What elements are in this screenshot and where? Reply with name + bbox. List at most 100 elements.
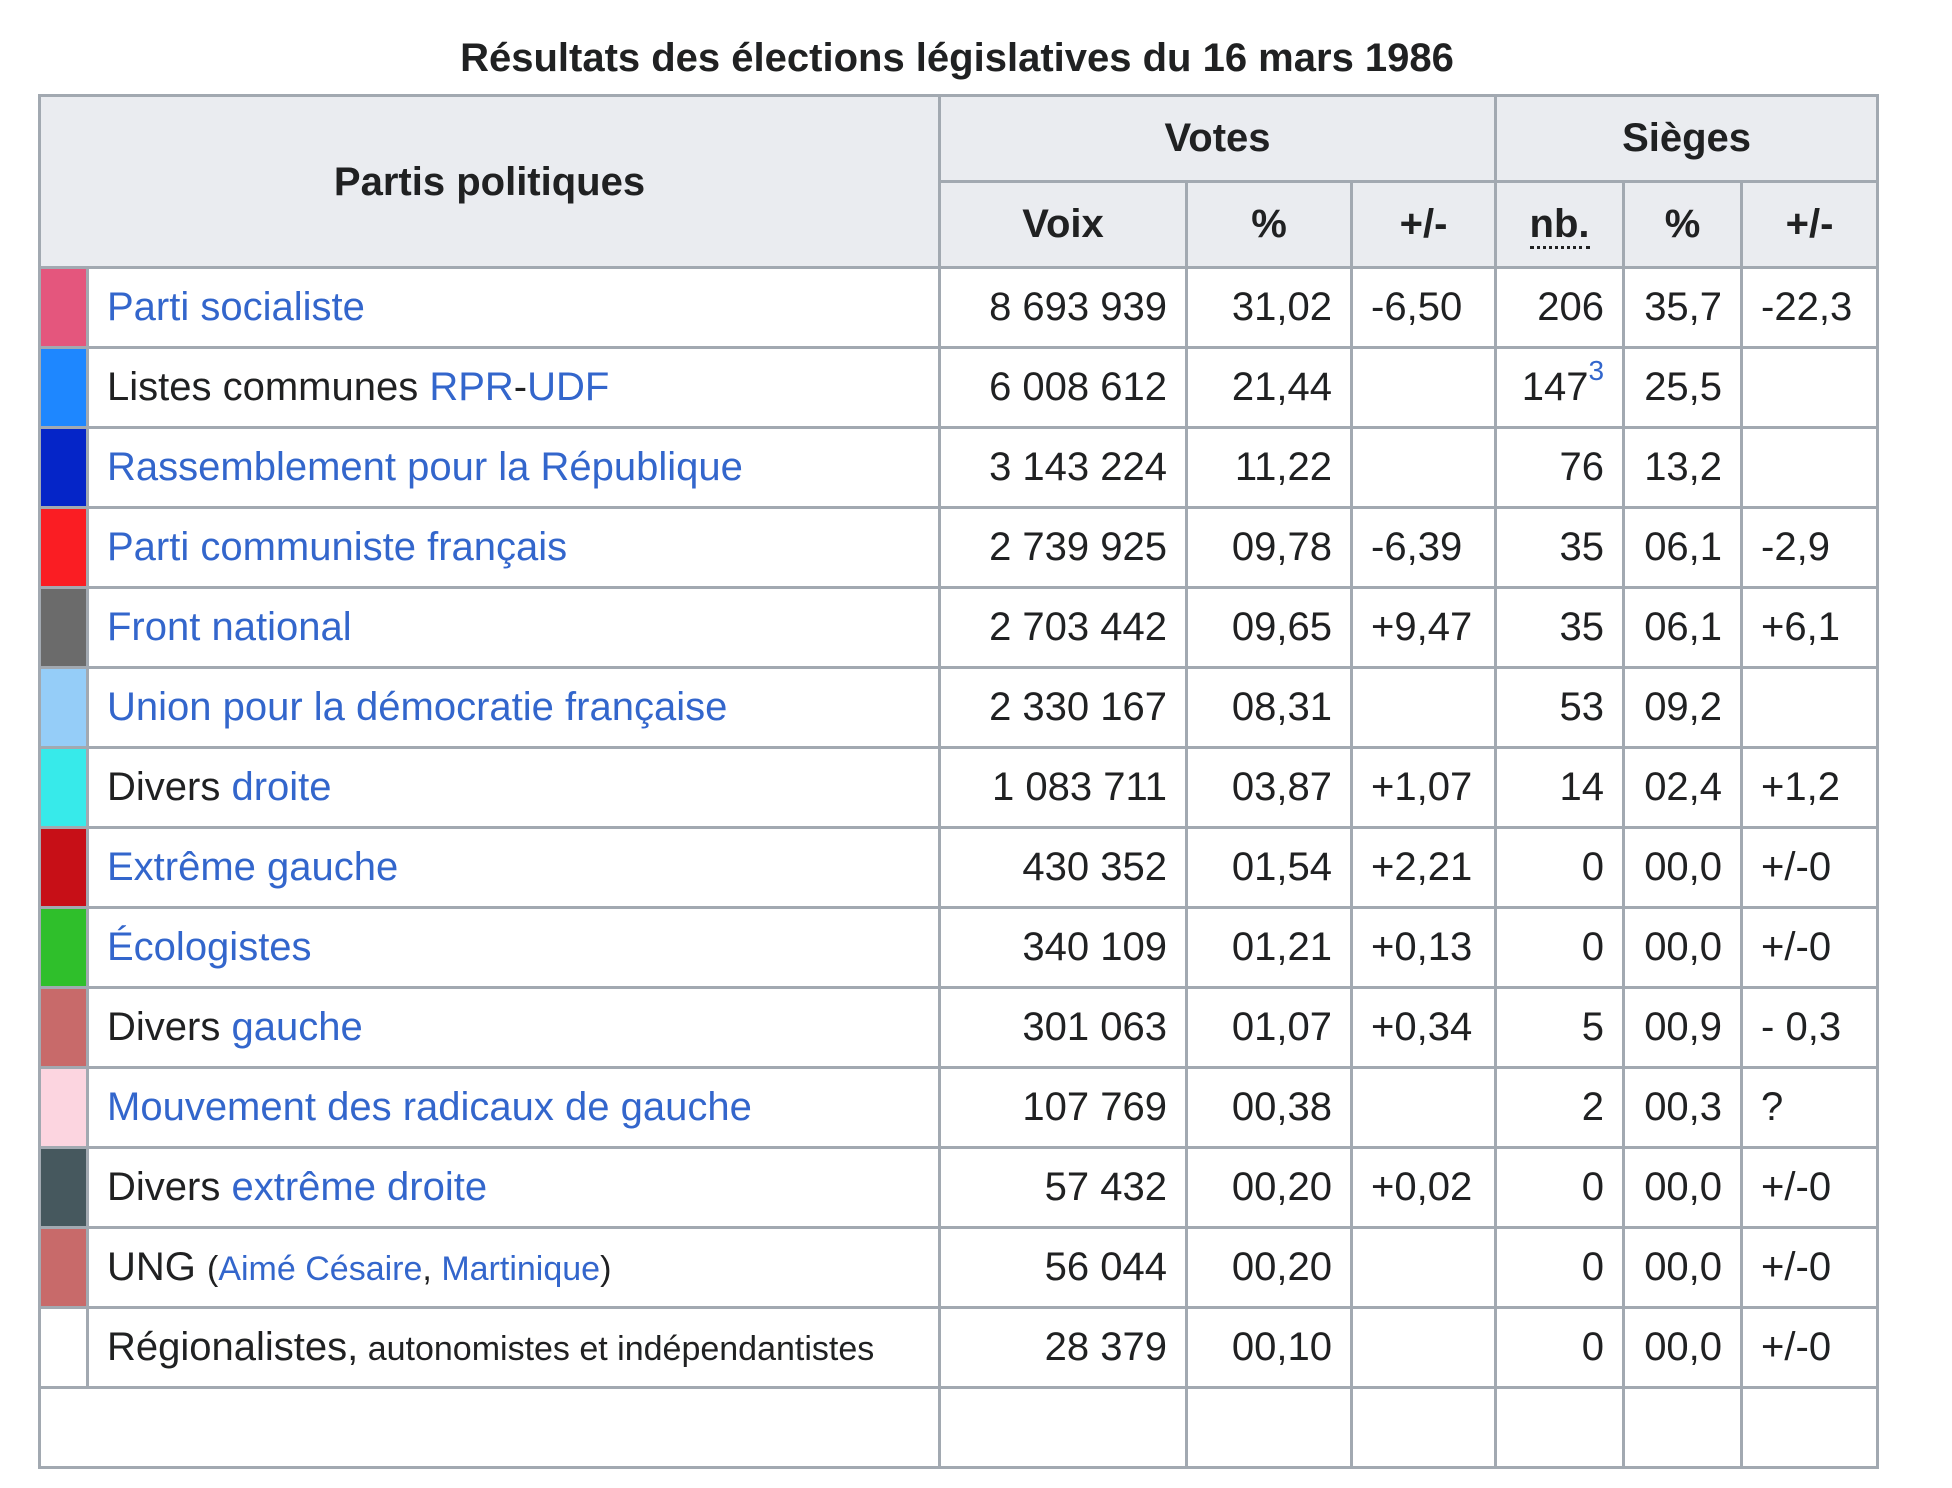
votes-delta-cell	[1350, 426, 1498, 509]
votes-percent-cell: 03,87	[1185, 746, 1354, 829]
header-seats-percent: %	[1622, 180, 1744, 269]
seats-percent-cell-value: 00,3	[1644, 1085, 1723, 1129]
party-link[interactable]: Parti communiste français	[107, 525, 568, 569]
party-link[interactable]: Parti socialiste	[107, 285, 365, 329]
seats-delta-cell: -22,3	[1740, 266, 1880, 349]
seats-percent-cell-value: 09,2	[1644, 685, 1723, 729]
table-row: Parti communiste français 2 739 925 09,78-…	[38, 506, 1880, 589]
party-link[interactable]: Mouvement des radicaux de gauche	[107, 1085, 752, 1129]
party-link[interactable]: Écologistes	[107, 925, 312, 969]
votes-count-cell-value: 8 693 939	[989, 285, 1168, 329]
seats-delta-cell	[1740, 666, 1880, 749]
results-body: Parti socialiste 8 693 939 31,02 -6,50 206 35…	[38, 266, 1880, 1469]
party-name-cell: UNG (Aimé Césaire, Martinique)	[85, 1226, 942, 1309]
header-votes: Votes	[938, 94, 1498, 183]
seats-delta-cell-value: +/-0	[1761, 925, 1832, 969]
party-color-swatch	[38, 746, 89, 829]
party-name-cell: Listes communes RPR-UDF	[85, 346, 942, 429]
party-text: autonomistes et indépendantistes	[358, 1330, 875, 1368]
party-link[interactable]: extrême droite	[231, 1165, 488, 1209]
votes-percent-cell: 31,02	[1185, 266, 1354, 349]
votes-count-cell: 430 352	[938, 826, 1189, 909]
votes-count-cell-value: 301 063	[1022, 1005, 1168, 1049]
seats-delta-cell-value: -22,3	[1761, 285, 1853, 329]
seats-count-cell-value: 2	[1581, 1085, 1605, 1129]
seats-delta-cell-value: -2,9	[1761, 525, 1830, 569]
seats-count-cell: 206	[1494, 266, 1626, 349]
seats-delta-cell: +1,2	[1740, 746, 1880, 829]
votes-percent-cell-value: 00,20	[1231, 1165, 1333, 1209]
votes-percent-cell: 00,20	[1185, 1146, 1354, 1229]
party-name-cell: Divers gauche	[85, 986, 942, 1069]
seats-delta-cell: +6,1	[1740, 586, 1880, 669]
party-name-cell: Régionalistes, autonomistes et indépenda…	[85, 1306, 942, 1389]
party-text: UNG	[107, 1245, 207, 1289]
votes-count-cell: 301 063	[938, 986, 1189, 1069]
party-name-cell: Parti communiste français	[85, 506, 942, 589]
votes-percent-cell-value: 01,54	[1231, 845, 1333, 889]
votes-delta-cell: -6,39	[1350, 506, 1498, 589]
votes-delta-cell-value: +0,13	[1371, 925, 1473, 969]
party-link[interactable]: Rassemblement pour la République	[107, 445, 743, 489]
party-link[interactable]: Extrême gauche	[107, 845, 399, 889]
party-text: ,	[422, 1250, 442, 1288]
seats-count-cell: 14	[1494, 746, 1626, 829]
votes-delta-cell-value: -6,50	[1371, 285, 1463, 329]
seats-delta-cell-value: +/-0	[1761, 1325, 1832, 1369]
party-name-cell: Rassemblement pour la République	[85, 426, 942, 509]
table-row: Rassemblement pour la République 3 143 22…	[38, 426, 1880, 509]
votes-delta-cell	[1350, 346, 1498, 429]
party-link[interactable]: Front national	[107, 605, 352, 649]
seats-nb-abbr[interactable]: nb.	[1529, 202, 1590, 249]
seats-delta-cell	[1740, 426, 1880, 509]
party-name-cell: Écologistes	[85, 906, 942, 989]
votes-delta-cell-value: +0,34	[1371, 1005, 1473, 1049]
party-name-cell: Divers extrême droite	[85, 1146, 942, 1229]
table-row: Divers droite 1 083 711 03,87 +1,07 14 02,4 +1…	[38, 746, 1880, 829]
party-color-swatch	[38, 1226, 89, 1309]
footnote-ref[interactable]: 3	[1588, 355, 1605, 386]
votes-delta-cell-value: -6,39	[1371, 525, 1463, 569]
seats-delta-cell-value: +/-0	[1761, 845, 1832, 889]
seats-count-cell-value: 14	[1559, 765, 1605, 809]
party-color-swatch	[38, 666, 89, 749]
header-votes-delta: +/-	[1350, 180, 1498, 269]
empty-cell	[38, 1386, 88, 1469]
party-link[interactable]: Martinique	[441, 1250, 601, 1288]
party-text: Régionalistes,	[107, 1325, 359, 1369]
seats-delta-cell: ?	[1740, 1066, 1880, 1149]
votes-count-cell-value: 57 432	[1044, 1165, 1168, 1209]
table-row: Listes communes RPR-UDF 6 008 612 21,44 147…	[38, 346, 1880, 429]
party-text: (	[207, 1250, 219, 1288]
seats-percent-cell: 00,0	[1622, 1146, 1744, 1229]
votes-count-cell-value: 2 703 442	[989, 605, 1168, 649]
party-color-swatch	[38, 1066, 89, 1149]
seats-count-cell-value: 76	[1559, 445, 1605, 489]
party-text: Listes communes	[107, 365, 430, 409]
party-link[interactable]: Union pour la démocratie française	[107, 685, 728, 729]
empty-cell	[1622, 1386, 1744, 1469]
party-color-swatch	[38, 586, 89, 669]
party-color-swatch	[38, 1306, 89, 1389]
seats-delta-cell-value: +1,2	[1761, 765, 1841, 809]
party-link[interactable]: UDF	[527, 365, 610, 409]
votes-delta-cell: +1,07	[1350, 746, 1498, 829]
votes-delta-cell	[1350, 1226, 1498, 1309]
party-link[interactable]: Aimé Césaire	[218, 1250, 423, 1288]
votes-percent-cell-value: 01,21	[1231, 925, 1333, 969]
seats-percent-cell: 00,0	[1622, 906, 1744, 989]
party-color-swatch	[38, 506, 89, 589]
party-name-cell: Divers droite	[85, 746, 942, 829]
seats-count-cell: 35	[1494, 506, 1626, 589]
party-link[interactable]: droite	[231, 765, 332, 809]
seats-percent-cell: 00,9	[1622, 986, 1744, 1069]
seats-delta-cell-value: ?	[1761, 1085, 1784, 1129]
seats-percent-cell: 09,2	[1622, 666, 1744, 749]
votes-delta-cell-value: +1,07	[1371, 765, 1473, 809]
party-link[interactable]: gauche	[231, 1005, 363, 1049]
votes-delta-cell: +0,13	[1350, 906, 1498, 989]
party-link[interactable]: RPR	[429, 365, 514, 409]
votes-count-cell-value: 340 109	[1022, 925, 1168, 969]
table-row: UNG (Aimé Césaire, Martinique) 56 044 00,2…	[38, 1226, 1880, 1309]
party-text: )	[600, 1250, 612, 1288]
